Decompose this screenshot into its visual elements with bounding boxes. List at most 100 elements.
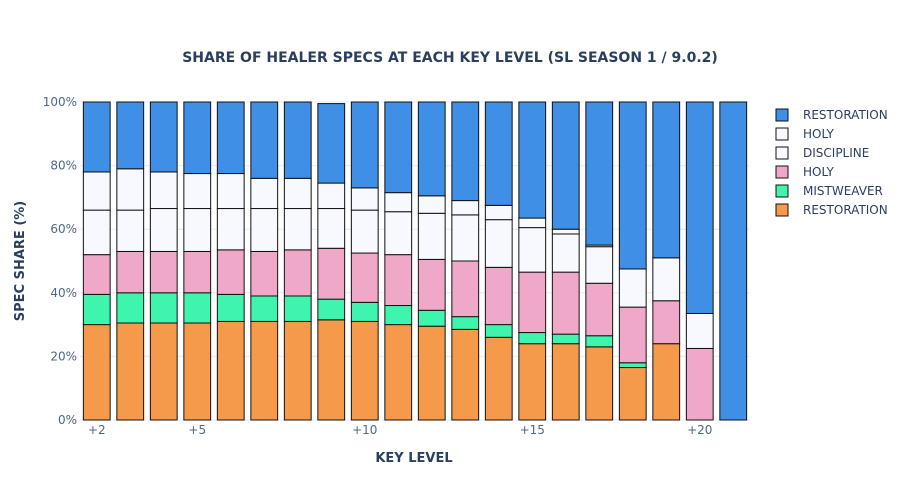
bar-segment xyxy=(183,322,212,421)
bar-segment xyxy=(82,101,111,173)
bar-segment xyxy=(585,335,614,348)
bar-segment xyxy=(417,101,446,197)
y-tick-label: 60% xyxy=(50,222,77,236)
legend-item[interactable]: RESTORATION xyxy=(775,108,888,122)
bar-segment xyxy=(484,101,513,206)
bar-segment xyxy=(484,266,513,326)
bar-segment xyxy=(116,168,145,211)
bar-segment xyxy=(350,101,379,189)
bar-segment xyxy=(250,101,279,179)
bar-segment xyxy=(350,320,379,421)
bar-segment xyxy=(484,219,513,268)
bar-segment xyxy=(283,177,312,210)
y-tick-label: 80% xyxy=(50,159,77,173)
bar-segment xyxy=(149,322,178,421)
bar-segment xyxy=(518,343,547,421)
legend-item[interactable]: RESTORATION xyxy=(775,203,888,217)
bar-segment xyxy=(585,101,614,246)
bar-segment xyxy=(216,249,245,295)
bar-segment xyxy=(216,320,245,421)
legend-swatch xyxy=(775,108,789,122)
bar-segment xyxy=(551,343,580,421)
bar-segment xyxy=(384,254,413,307)
bar-segment xyxy=(384,305,413,326)
legend-item[interactable]: DISCIPLINE xyxy=(775,146,869,160)
bar-segment xyxy=(451,260,480,318)
bar-segment xyxy=(618,101,647,270)
bar-segment xyxy=(82,293,111,326)
bar-segment xyxy=(149,250,178,294)
bar-segment xyxy=(384,101,413,194)
bar-segment xyxy=(417,309,446,327)
legend-label: DISCIPLINE xyxy=(803,146,869,160)
bar-segment xyxy=(585,346,614,421)
bar-segment xyxy=(350,252,379,303)
bar-segment xyxy=(451,200,480,216)
bar-segment xyxy=(417,195,446,214)
legend-swatch xyxy=(775,184,789,198)
bar-segment xyxy=(551,271,580,335)
x-tick-label: +15 xyxy=(520,423,545,437)
legend-swatch xyxy=(775,203,789,217)
legend-swatch xyxy=(775,165,789,179)
bars xyxy=(82,101,748,421)
legend-swatch xyxy=(775,127,789,141)
y-tick-label: 40% xyxy=(50,286,77,300)
legend-item[interactable]: HOLY xyxy=(775,165,835,179)
bar-segment xyxy=(216,208,245,251)
legend-label: MISTWEAVER xyxy=(803,184,883,198)
x-tick-label: +5 xyxy=(188,423,206,437)
bar-segment xyxy=(451,214,480,262)
bar-segment xyxy=(149,292,178,324)
bar-segment xyxy=(116,101,145,170)
bar-segment xyxy=(250,250,279,297)
bar-segment xyxy=(317,298,346,321)
gridlines xyxy=(80,101,750,421)
bar-segment xyxy=(149,101,178,173)
bar-segment xyxy=(82,209,111,256)
bar-segment xyxy=(216,293,245,322)
legend[interactable]: RESTORATION HOLY DISCIPLINE HOLY MISTWEAVER R… xyxy=(775,108,888,217)
bar-segment xyxy=(518,101,547,219)
bar-segment xyxy=(417,325,446,421)
bar-segment xyxy=(384,211,413,256)
legend-item[interactable]: MISTWEAVER xyxy=(775,184,883,198)
bar-segment xyxy=(317,103,346,184)
legend-item[interactable]: HOLY xyxy=(775,127,835,141)
bar-segment xyxy=(283,320,312,421)
bar-segment xyxy=(116,250,145,294)
bar-segment xyxy=(116,292,145,324)
bar-segment xyxy=(417,212,446,260)
bar-segment xyxy=(551,233,580,273)
legend-label: RESTORATION xyxy=(803,108,888,122)
y-axis-ticks: 0% 20% 40% 60% 80% 100% xyxy=(43,95,77,427)
bar-segment xyxy=(417,258,446,311)
bar-segment xyxy=(183,250,212,294)
bar-segment xyxy=(618,362,647,369)
bar-segment xyxy=(652,343,681,421)
bar-segment xyxy=(618,268,647,308)
bar-segment xyxy=(82,324,111,421)
bar-segment xyxy=(149,208,178,252)
bar-segment xyxy=(216,101,245,175)
bar-segment xyxy=(652,300,681,345)
bar-segment xyxy=(618,367,647,421)
bar-segment xyxy=(384,324,413,421)
bar-segment xyxy=(484,204,513,221)
bar-segment xyxy=(317,247,346,300)
bar-segment xyxy=(116,209,145,252)
bar-segment xyxy=(451,328,480,421)
bar-segment xyxy=(484,336,513,421)
bar-segment xyxy=(618,306,647,364)
bar-segment xyxy=(149,171,178,210)
bar-segment xyxy=(518,227,547,273)
bar-segment xyxy=(451,316,480,330)
bar-segment xyxy=(350,209,379,254)
bar-segment xyxy=(585,282,614,337)
bar-segment xyxy=(317,319,346,421)
bar-segment xyxy=(317,208,346,249)
bar-segment xyxy=(384,192,413,213)
x-tick-label: +20 xyxy=(687,423,712,437)
y-tick-label: 20% xyxy=(50,349,77,363)
